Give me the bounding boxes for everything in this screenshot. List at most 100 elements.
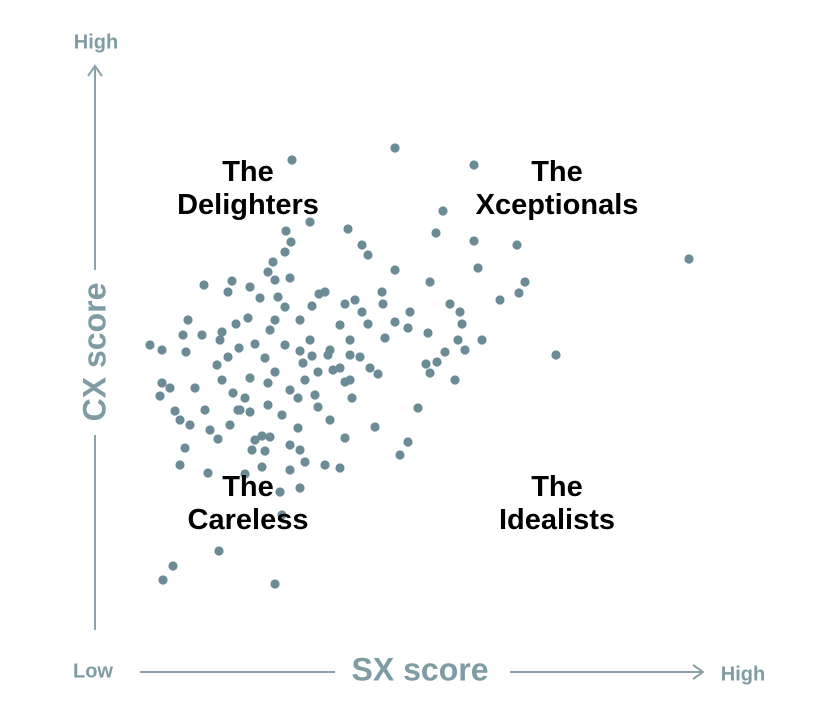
point [199, 280, 209, 290]
point [293, 393, 303, 403]
point [431, 228, 441, 238]
point [403, 437, 413, 447]
axes [87, 64, 705, 680]
quadrant-labels: TheDelightersTheXceptionalsTheCarelessTh… [177, 156, 638, 536]
point [390, 143, 400, 153]
point [300, 457, 310, 467]
point [270, 275, 280, 285]
point [157, 378, 167, 388]
point [357, 307, 367, 317]
point [213, 434, 223, 444]
point [425, 368, 435, 378]
point [363, 250, 373, 260]
point [268, 257, 278, 267]
point [168, 561, 178, 571]
point [335, 463, 345, 473]
point [684, 254, 694, 264]
point [263, 267, 273, 277]
point [212, 360, 222, 370]
point [265, 325, 275, 335]
point [180, 443, 190, 453]
point [285, 273, 295, 283]
point [395, 450, 405, 460]
point [403, 323, 413, 333]
point [335, 320, 345, 330]
point [328, 365, 338, 375]
point [170, 406, 180, 416]
point [495, 295, 505, 305]
point [245, 282, 255, 292]
point [365, 363, 375, 373]
point [227, 276, 237, 286]
point [260, 353, 270, 363]
point [175, 415, 185, 425]
point [273, 292, 283, 302]
point [370, 422, 380, 432]
point [257, 462, 267, 472]
point [347, 393, 357, 403]
point [285, 440, 295, 450]
quadrant-label: The [222, 471, 274, 503]
point [295, 346, 305, 356]
point [247, 445, 257, 455]
point [270, 367, 280, 377]
point [178, 330, 188, 340]
point [305, 217, 315, 227]
point [325, 415, 335, 425]
point [155, 391, 165, 401]
point [281, 226, 291, 236]
point [235, 405, 245, 415]
point [231, 319, 241, 329]
point [350, 295, 360, 305]
point [345, 350, 355, 360]
point [270, 579, 280, 589]
x-axis-low: Low [73, 660, 113, 682]
quadrant-label: Idealists [499, 504, 615, 536]
point [300, 375, 310, 385]
point [305, 335, 315, 345]
point [257, 431, 267, 441]
point [313, 367, 323, 377]
point [243, 313, 253, 323]
point [440, 347, 450, 357]
point [460, 345, 470, 355]
quadrant-label: Careless [188, 504, 309, 536]
point [215, 335, 225, 345]
point [255, 293, 265, 303]
point [357, 240, 367, 250]
point [307, 351, 317, 361]
point [234, 343, 244, 353]
point [320, 460, 330, 470]
point [277, 410, 287, 420]
point [240, 469, 250, 479]
quadrant-label: The [222, 156, 274, 188]
point [245, 407, 255, 417]
point [445, 299, 455, 309]
quadrant-label: The [531, 471, 583, 503]
point [378, 299, 388, 309]
point [438, 206, 448, 216]
point [423, 328, 433, 338]
point [450, 375, 460, 385]
point [265, 432, 275, 442]
point [263, 378, 273, 388]
point [473, 263, 483, 273]
point [295, 445, 305, 455]
point [298, 358, 308, 368]
point [263, 400, 273, 410]
point [293, 423, 303, 433]
point [280, 340, 290, 350]
point [225, 420, 235, 430]
point [270, 315, 280, 325]
point [405, 307, 415, 317]
point [285, 385, 295, 395]
point [310, 390, 320, 400]
point [377, 287, 387, 297]
point [217, 375, 227, 385]
point [477, 335, 487, 345]
point [287, 155, 297, 165]
point [214, 546, 224, 556]
point [425, 277, 435, 287]
points [145, 143, 694, 589]
